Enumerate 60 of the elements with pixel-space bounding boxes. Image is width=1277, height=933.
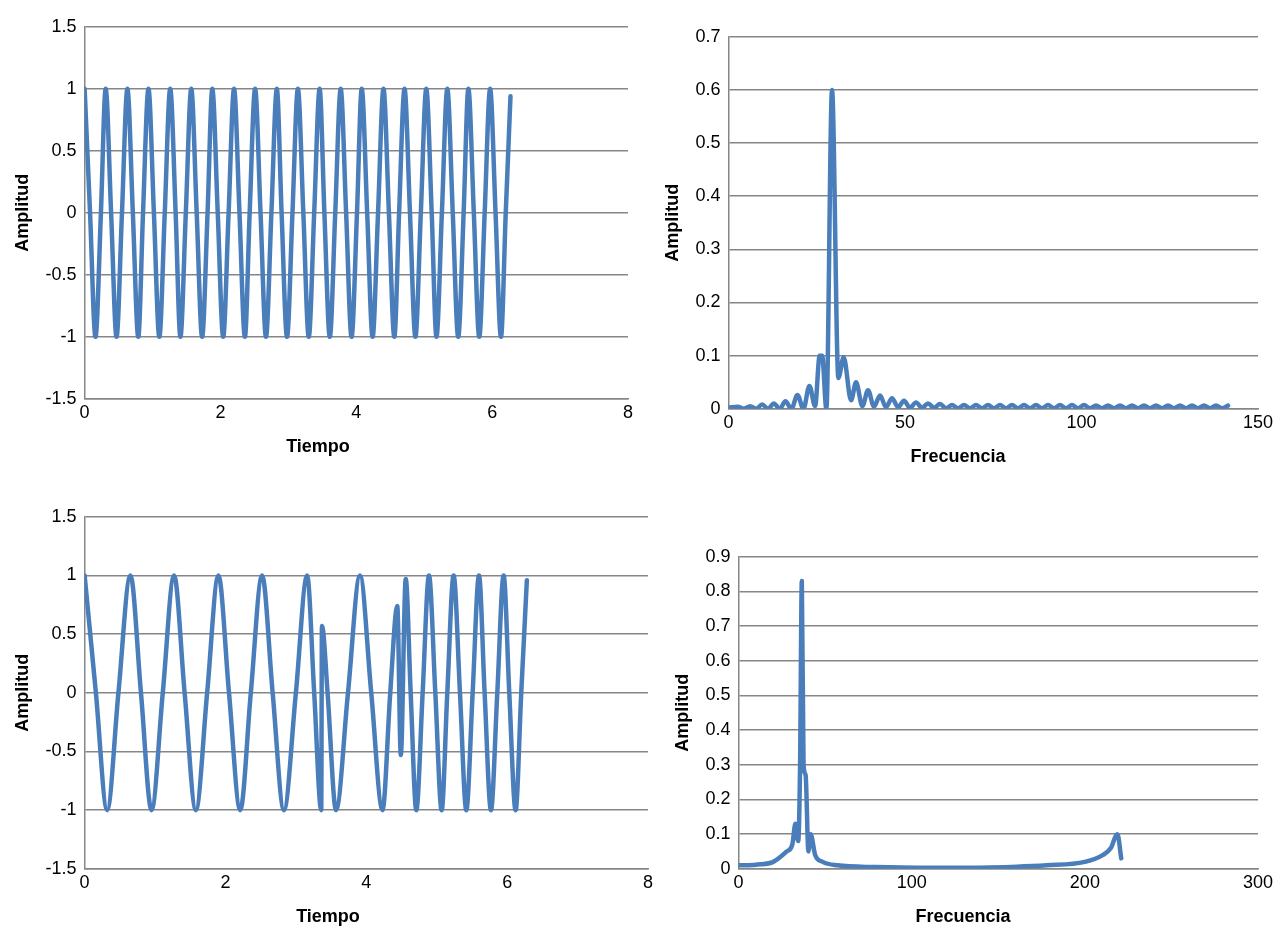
line-series [738,578,1124,869]
x-tick-label: 8 [642,871,654,892]
y-tick-label: 0.4 [695,185,721,206]
x-tick-label: 2 [215,401,226,422]
y-tick-label: 0.5 [51,139,77,160]
x-axis-title: Frecuencia [915,906,1012,927]
y-tick-label: 0.1 [705,823,731,844]
y-axis-title: Amplitud [661,183,682,262]
x-tick-label: 0 [79,401,90,422]
x-axis-title: Frecuencia [910,446,1007,467]
line-series [728,87,1231,409]
x-tick-label: 4 [361,871,372,892]
y-tick-label: 0.1 [695,344,721,365]
y-tick-label: 0.7 [705,615,731,636]
y-tick-label: -1.5 [45,857,77,878]
x-tick-label: 6 [487,401,498,422]
x-tick-label: 100 [1066,411,1097,432]
y-tick-label: 0.4 [705,719,731,740]
x-tick-label: 4 [351,401,362,422]
y-axis-title: Amplitud [11,173,32,252]
y-tick-label: 0.5 [51,623,77,644]
y-tick-label: -0.5 [45,263,77,284]
y-tick-label: 0.5 [695,132,721,153]
x-tick-label: 200 [1069,871,1100,892]
x-tick-label: 100 [896,871,927,892]
y-tick-label: 0 [66,201,77,222]
y-tick-label: 0.2 [695,291,721,312]
line-series [84,573,530,813]
y-tick-label: -1 [60,799,77,820]
y-tick-label: 0 [720,857,731,878]
y-tick-label: -1 [60,325,77,346]
y-tick-label: 1 [66,564,77,585]
x-tick-label: 6 [502,871,513,892]
y-tick-label: 0.5 [705,684,731,705]
y-tick-label: 1.5 [51,15,77,36]
y-tick-label: 0.3 [705,753,731,774]
y-tick-label: 0.3 [695,238,721,259]
x-axis-title: Tiempo [286,436,350,457]
y-tick-label: 1.5 [51,505,77,526]
y-tick-label: 0.9 [705,545,731,566]
y-tick-label: -0.5 [45,740,77,761]
y-tick-label: 0.7 [695,25,721,46]
y-tick-label: 0.6 [695,78,721,99]
y-tick-label: 0.8 [705,580,731,601]
x-tick-label: 150 [1242,411,1274,432]
y-tick-label: -1.5 [45,387,77,408]
y-tick-label: 0 [66,681,77,702]
y-axis-title: Amplitud [671,673,692,752]
y-tick-label: 1 [66,77,77,98]
x-axis-title: Tiempo [296,906,360,927]
y-tick-label: 0.6 [705,649,731,670]
x-tick-label: 50 [895,411,916,432]
x-tick-label: 0 [79,871,90,892]
line-series [84,86,513,340]
x-tick-label: 0 [733,871,744,892]
x-tick-label: 2 [220,871,231,892]
y-tick-label: 0.2 [705,788,731,809]
x-tick-label: 300 [1242,871,1274,892]
y-axis-title: Amplitud [11,653,32,732]
x-tick-label: 8 [622,401,634,422]
